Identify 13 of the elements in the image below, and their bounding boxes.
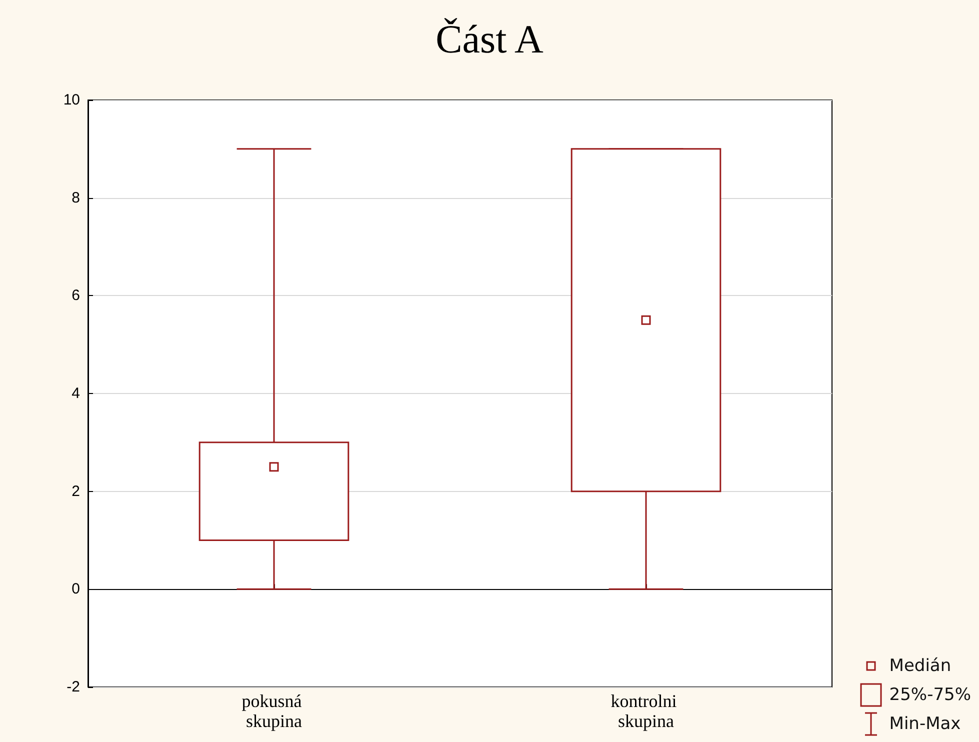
chart-title: Část A bbox=[436, 16, 544, 62]
y-tick-label: 10 bbox=[63, 92, 80, 108]
y-tick-label: 2 bbox=[72, 482, 80, 500]
y-tick-label: 8 bbox=[72, 189, 80, 206]
x-tick-label: kontrolni skupina bbox=[610, 691, 682, 731]
text: Min-Max bbox=[889, 714, 961, 734]
text: Medián bbox=[889, 656, 952, 676]
y-tick-label: 6 bbox=[72, 287, 80, 304]
y-tick-label: 4 bbox=[72, 385, 80, 402]
y-tick-label: 0 bbox=[72, 580, 80, 598]
y-tick-label: -2 bbox=[66, 678, 80, 696]
x-tick-label: pokusná skupina bbox=[242, 691, 306, 731]
text: 25%-75% bbox=[889, 684, 971, 704]
